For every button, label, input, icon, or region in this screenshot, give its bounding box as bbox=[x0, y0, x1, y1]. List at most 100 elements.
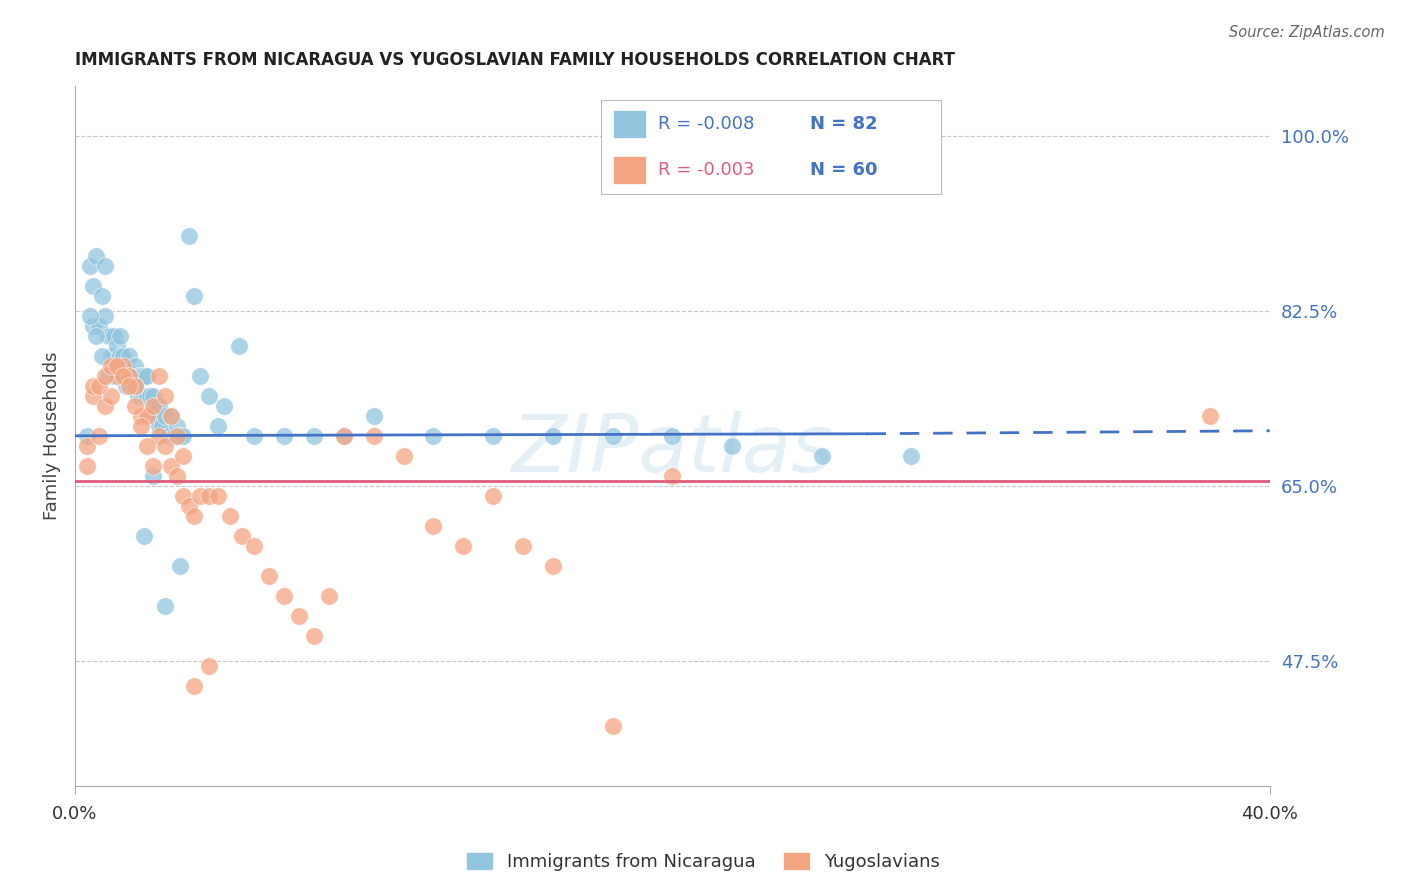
Point bbox=[76, 429, 98, 443]
Point bbox=[135, 439, 157, 453]
Point bbox=[129, 418, 152, 433]
Point bbox=[90, 349, 112, 363]
Point bbox=[602, 719, 624, 733]
Point bbox=[76, 439, 98, 453]
Point bbox=[90, 288, 112, 302]
Point bbox=[148, 368, 170, 383]
Point bbox=[124, 359, 146, 373]
Point bbox=[94, 368, 117, 383]
Point bbox=[183, 508, 205, 523]
Point bbox=[108, 349, 131, 363]
Point bbox=[79, 259, 101, 273]
Point bbox=[177, 499, 200, 513]
Point bbox=[105, 359, 128, 373]
Point bbox=[105, 339, 128, 353]
Point bbox=[302, 629, 325, 643]
Point bbox=[105, 368, 128, 383]
Point bbox=[87, 378, 110, 392]
Text: N = 60: N = 60 bbox=[810, 161, 877, 178]
Text: Source: ZipAtlas.com: Source: ZipAtlas.com bbox=[1229, 25, 1385, 40]
Point bbox=[177, 228, 200, 243]
Point bbox=[94, 259, 117, 273]
Point bbox=[207, 418, 229, 433]
Point bbox=[172, 449, 194, 463]
Point bbox=[84, 249, 107, 263]
Point bbox=[172, 489, 194, 503]
Point bbox=[100, 389, 122, 403]
Y-axis label: Family Households: Family Households bbox=[44, 351, 60, 520]
Point bbox=[118, 368, 141, 383]
Point bbox=[661, 468, 683, 483]
Point bbox=[166, 418, 188, 433]
Point bbox=[111, 368, 134, 383]
Point bbox=[82, 389, 104, 403]
Point bbox=[207, 489, 229, 503]
Point bbox=[288, 608, 311, 623]
Point bbox=[142, 409, 165, 423]
Point bbox=[453, 539, 475, 553]
Point bbox=[114, 359, 136, 373]
Point bbox=[228, 339, 250, 353]
Point bbox=[118, 349, 141, 363]
Point bbox=[103, 328, 125, 343]
Point bbox=[198, 659, 221, 673]
Point bbox=[214, 399, 236, 413]
Point bbox=[302, 429, 325, 443]
Point bbox=[333, 429, 356, 443]
Point bbox=[900, 449, 922, 463]
Point bbox=[142, 458, 165, 473]
Point bbox=[166, 468, 188, 483]
Point bbox=[153, 389, 176, 403]
Point bbox=[124, 399, 146, 413]
Point bbox=[82, 378, 104, 392]
Point bbox=[124, 378, 146, 392]
Point bbox=[159, 409, 181, 423]
Point bbox=[219, 508, 242, 523]
Point bbox=[363, 429, 385, 443]
Bar bbox=[613, 155, 647, 184]
Point bbox=[243, 539, 266, 553]
Point bbox=[127, 368, 149, 383]
Point bbox=[159, 409, 181, 423]
Point bbox=[124, 378, 146, 392]
Point bbox=[257, 569, 280, 583]
Point bbox=[148, 418, 170, 433]
Point bbox=[129, 368, 152, 383]
Point bbox=[129, 389, 152, 403]
Point bbox=[121, 378, 143, 392]
Point bbox=[243, 429, 266, 443]
Point bbox=[541, 558, 564, 573]
Point bbox=[87, 429, 110, 443]
Point bbox=[142, 468, 165, 483]
Point bbox=[512, 539, 534, 553]
Point bbox=[111, 368, 134, 383]
Point bbox=[135, 409, 157, 423]
Point bbox=[138, 409, 160, 423]
Point bbox=[169, 558, 191, 573]
Point bbox=[1199, 409, 1222, 423]
Point bbox=[422, 519, 444, 533]
Point bbox=[135, 389, 157, 403]
Point bbox=[153, 599, 176, 613]
Point bbox=[97, 328, 120, 343]
Point bbox=[183, 288, 205, 302]
Point bbox=[183, 679, 205, 693]
Point bbox=[198, 489, 221, 503]
Point bbox=[97, 368, 120, 383]
Point bbox=[482, 429, 505, 443]
Point bbox=[79, 309, 101, 323]
Point bbox=[103, 349, 125, 363]
Point bbox=[142, 389, 165, 403]
Point bbox=[129, 409, 152, 423]
Point bbox=[118, 368, 141, 383]
Point bbox=[100, 349, 122, 363]
Point bbox=[111, 368, 134, 383]
Point bbox=[231, 529, 253, 543]
Point bbox=[94, 309, 117, 323]
Point bbox=[153, 439, 176, 453]
Point bbox=[118, 378, 141, 392]
Point bbox=[156, 429, 179, 443]
Point bbox=[84, 328, 107, 343]
Point bbox=[541, 429, 564, 443]
Point bbox=[392, 449, 415, 463]
